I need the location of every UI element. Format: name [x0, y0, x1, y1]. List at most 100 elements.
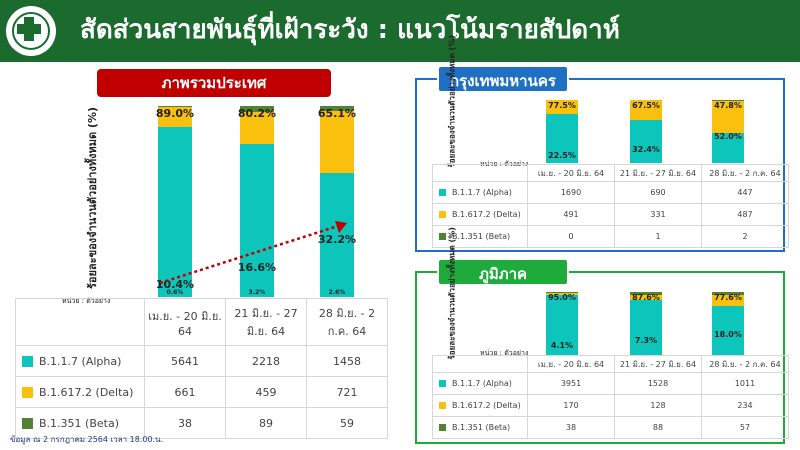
table-header-cell: เม.ย. - 20 มิ.ย. 64 — [527, 355, 615, 373]
table-value-cell: 2 — [701, 225, 789, 248]
data-table: เม.ย. - 20 มิ.ย. 64 21 มิ.ย. - 27 มิ.ย. 6… — [15, 298, 388, 439]
bar-alpha — [712, 132, 744, 163]
table-value-cell: 0 — [527, 225, 615, 248]
national-panel-title: ภาพรวมประเทศ — [97, 69, 331, 97]
data-label-alpha: 95.0% — [548, 293, 576, 302]
series-name-cell: B.1.1.7 (Alpha) — [15, 345, 145, 377]
table-value-cell: 234 — [701, 394, 789, 417]
series-name: B.1.617.2 (Delta) — [39, 385, 134, 399]
table-row: B.1.617.2 (Delta) 491 331 487 — [432, 203, 789, 226]
bar-alpha — [546, 114, 578, 163]
series-name: B.1.1.7 (Alpha) — [452, 188, 512, 197]
table-header-cell: 21 มิ.ย. - 27 มิ.ย. 64 — [614, 164, 702, 182]
trend-arrow-head — [335, 221, 347, 233]
series-name-cell: B.1.351 (Beta) — [15, 407, 145, 439]
table-value-cell: 170 — [527, 394, 615, 417]
bar-delta — [630, 100, 662, 121]
series-name-cell: B.1.617.2 (Delta) — [432, 394, 528, 417]
table-value-cell: 59 — [306, 407, 388, 439]
bar-delta — [712, 100, 744, 133]
table-value-cell: 661 — [144, 376, 226, 408]
bangkok-panel-title: กรุงเทพมหานคร — [437, 65, 569, 93]
table-value-cell: 487 — [701, 203, 789, 226]
data-label-delta: 32.4% — [632, 144, 660, 154]
data-label-delta: 32.2% — [317, 232, 357, 246]
table-value-cell: 1690 — [527, 181, 615, 204]
series-name-cell: B.1.351 (Beta) — [432, 416, 528, 439]
bar-delta — [240, 112, 274, 144]
bar-alpha — [712, 306, 744, 355]
table-header-cell: 28 มิ.ย. - 2 ก.ค. 64 — [701, 164, 789, 182]
data-label-beta: 2.6% — [328, 289, 346, 296]
table-header-cell: 21 มิ.ย. - 27 มิ.ย. 64 — [225, 298, 307, 346]
table-value-cell: 1011 — [701, 372, 789, 395]
legend-swatch-alpha — [439, 380, 446, 387]
legend-swatch-alpha — [22, 356, 33, 367]
series-name: B.1.617.2 (Delta) — [452, 210, 521, 219]
trend-arrow-line — [159, 224, 339, 285]
bar-alpha — [240, 143, 274, 297]
data-label-delta: 22.5% — [548, 150, 576, 160]
data-label-alpha: 87.6% — [632, 293, 660, 302]
bar-delta — [630, 295, 662, 300]
page-title: สัดส่วนสายพันธุ์ที่เฝ้าระวัง : แนวโน้มรา… — [80, 15, 620, 45]
table-value-cell: 89 — [225, 407, 307, 439]
series-name-cell: B.1.1.7 (Alpha) — [432, 181, 528, 204]
table-row: B.1.1.7 (Alpha) 1690 690 447 — [432, 181, 789, 204]
legend-swatch-beta — [439, 233, 446, 240]
bar-alpha — [546, 295, 578, 355]
table-header-cell: เม.ย. - 20 มิ.ย. 64 — [144, 298, 226, 346]
table-row: B.1.351 (Beta) 0 1 2 — [432, 225, 789, 248]
unit-label: หน่วย : ตัวอย่าง — [480, 349, 529, 357]
series-name: B.1.1.7 (Alpha) — [452, 379, 512, 388]
data-label-alpha: 89.0% — [155, 107, 195, 120]
bar-delta — [546, 292, 578, 296]
data-table: เม.ย. - 20 มิ.ย. 64 21 มิ.ย. - 27 มิ.ย. 6… — [432, 164, 789, 248]
legend-swatch-delta — [22, 387, 33, 398]
table-row: B.1.1.7 (Alpha) 5641 2218 1458 — [15, 345, 388, 377]
table-value-cell: 721 — [306, 376, 388, 408]
data-label-beta: 3.2% — [248, 289, 266, 296]
bar-delta — [546, 100, 578, 115]
bar-beta — [158, 106, 192, 108]
table-header-cell: 28 มิ.ย. - 2 ก.ค. 64 — [306, 298, 388, 346]
bar-beta — [712, 292, 744, 295]
data-table: เม.ย. - 20 มิ.ย. 64 21 มิ.ย. - 27 มิ.ย. 6… — [432, 355, 789, 439]
footnote: ข้อมูล ณ 2 กรกฎาคม 2564 เวลา 18.00.น. — [10, 435, 164, 444]
bar-alpha — [630, 299, 662, 355]
table-header-cell: เม.ย. - 20 มิ.ย. 64 — [527, 164, 615, 182]
bar-beta — [240, 106, 274, 113]
table-row: B.1.617.2 (Delta) 661 459 721 — [15, 376, 388, 408]
bar-alpha — [158, 127, 192, 297]
series-name: B.1.1.7 (Alpha) — [39, 354, 122, 368]
data-label-alpha: 67.5% — [632, 101, 660, 110]
data-label-delta: 16.6% — [237, 261, 277, 275]
table-value-cell: 331 — [614, 203, 702, 226]
data-label-alpha: 47.8% — [714, 101, 742, 110]
data-label-alpha: 80.2% — [237, 107, 277, 120]
region-panel-title: ภูมิภาค — [437, 258, 569, 286]
table-row: B.1.1.7 (Alpha) 3951 1528 1011 — [432, 372, 789, 395]
table-value-cell: 38 — [527, 416, 615, 439]
bar-delta — [320, 111, 354, 173]
table-corner — [432, 355, 528, 373]
y-axis-label: ร้อยละของจำนวนตัวอย่างทั้งหมด (%) — [447, 227, 457, 360]
series-name-cell: B.1.617.2 (Delta) — [15, 376, 145, 408]
data-label-alpha: 77.5% — [548, 101, 576, 110]
table-value-cell: 1 — [614, 225, 702, 248]
table-value-cell: 2218 — [225, 345, 307, 377]
bar-beta — [320, 106, 354, 112]
table-value-cell: 5641 — [144, 345, 226, 377]
table-value-cell: 1528 — [614, 372, 702, 395]
bar-beta — [630, 292, 662, 296]
legend-swatch-delta — [439, 402, 446, 409]
legend-swatch-alpha — [439, 189, 446, 196]
y-axis-label: ร้อยละของจำนวนตัวอย่างทั้งหมด (%) — [447, 35, 457, 168]
table-value-cell: 459 — [225, 376, 307, 408]
bar-alpha — [320, 172, 354, 297]
table-value-cell: 690 — [614, 181, 702, 204]
bar-delta — [158, 107, 192, 127]
table-value-cell: 491 — [527, 203, 615, 226]
data-label-alpha: 77.6% — [714, 293, 742, 302]
